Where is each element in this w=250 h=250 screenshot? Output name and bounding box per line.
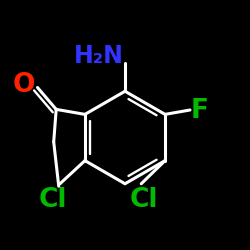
Text: F: F <box>191 98 209 124</box>
Text: O: O <box>12 72 35 98</box>
Text: Cl: Cl <box>130 187 158 213</box>
Text: Cl: Cl <box>38 187 67 213</box>
Text: H₂N: H₂N <box>74 44 124 68</box>
